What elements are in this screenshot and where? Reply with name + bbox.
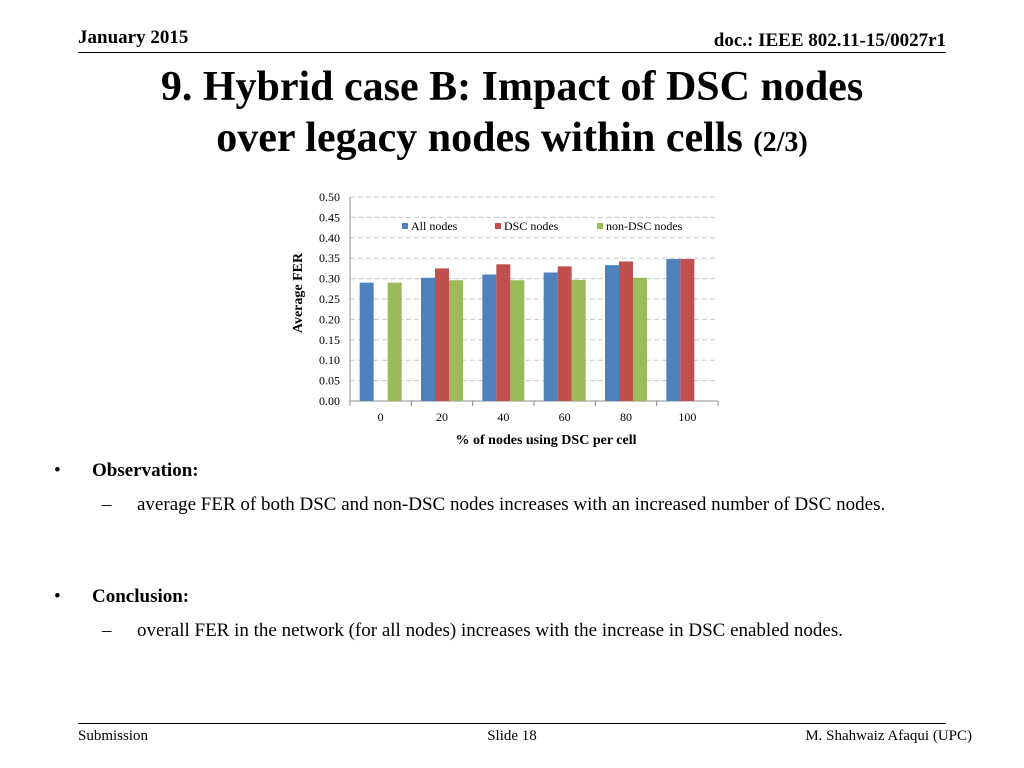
footer-slide-number: Slide 18 (487, 728, 537, 744)
fer-bar-chart: 0.00 0.05 0.10 0.15 0.20 0.25 0.30 0.35 0.40 0.45… (291, 190, 719, 448)
bar-non-dsc-nodes-60 (571, 279, 586, 401)
bar-all-nodes-60 (543, 272, 558, 401)
bar-all-nodes-80 (605, 265, 619, 401)
x-tick-label: 40 (497, 410, 509, 424)
legend-label: All nodes (411, 219, 458, 233)
bullet-dot: • (54, 586, 61, 607)
bar-non-dsc-nodes-20 (449, 280, 463, 401)
y-tick-label: 0.00 (319, 394, 340, 408)
footer-author: M. Shahwaiz Afaqui (UPC) (805, 728, 972, 744)
bar-dsc-nodes-80 (619, 261, 633, 401)
conclusion-text: overall FER in the network (for all node… (137, 620, 843, 641)
slide-title: 9. Hybrid case B: Impact of DSC nodes ov… (0, 62, 1024, 168)
bar-all-nodes-100 (666, 259, 681, 401)
title-suffix: (2/3) (753, 127, 808, 158)
footer-divider (78, 723, 946, 724)
legend-swatch (495, 223, 501, 229)
bullet-dot: • (54, 460, 61, 481)
y-tick-label: 0.10 (319, 353, 340, 367)
bar-dsc-nodes-40 (496, 264, 511, 401)
bar-all-nodes-20 (421, 277, 435, 401)
title-line-2-text: over legacy nodes within cells (216, 115, 743, 161)
x-tick-label: 0 (378, 410, 384, 424)
header-divider (78, 52, 946, 53)
sub-dash: – (102, 620, 112, 641)
conclusion-label: Conclusion: (92, 586, 190, 607)
bar-all-nodes-40 (482, 274, 497, 401)
y-tick-label: 0.40 (319, 231, 340, 245)
sub-dash: – (102, 494, 112, 515)
y-tick-label: 0.45 (319, 210, 340, 224)
header-date: January 2015 (78, 27, 189, 48)
x-tick-label: 60 (559, 410, 571, 424)
footer-submission: Submission (78, 728, 149, 744)
legend-swatch (597, 223, 603, 229)
y-tick-label: 0.15 (319, 333, 340, 347)
y-tick-label: 0.50 (319, 190, 340, 204)
y-axis-title: Average FER (291, 252, 306, 333)
y-tick-label: 0.20 (319, 312, 340, 326)
bar-non-dsc-nodes-80 (633, 277, 647, 401)
bar-all-nodes-0 (359, 282, 374, 401)
bar-dsc-nodes-100 (680, 259, 695, 401)
bar-dsc-nodes-60 (557, 266, 572, 401)
y-tick-label: 0.25 (319, 292, 340, 306)
x-tick-label: 100 (678, 410, 696, 424)
y-tick-label: 0.05 (319, 374, 340, 388)
header-doc-id: doc.: IEEE 802.11-15/0027r1 (713, 30, 946, 51)
legend-label: DSC nodes (504, 219, 559, 233)
x-tick-label: 80 (620, 410, 632, 424)
bar-dsc-nodes-20 (435, 268, 449, 401)
title-line-2: over legacy nodes within cells (2/3) (0, 113, 1024, 168)
legend-swatch (402, 223, 408, 229)
legend-label: non-DSC nodes (606, 219, 683, 233)
y-tick-label: 0.35 (319, 251, 340, 265)
title-line-1: 9. Hybrid case B: Impact of DSC nodes (160, 64, 864, 110)
x-tick-label: 20 (436, 410, 448, 424)
y-tick-label: 0.30 (319, 272, 340, 286)
bar-non-dsc-nodes-0 (387, 282, 402, 401)
bar-non-dsc-nodes-40 (510, 280, 525, 401)
observation-text: average FER of both DSC and non-DSC node… (137, 494, 886, 515)
x-axis-title: % of nodes using DSC per cell (456, 433, 637, 448)
observation-label: Observation: (92, 460, 199, 481)
